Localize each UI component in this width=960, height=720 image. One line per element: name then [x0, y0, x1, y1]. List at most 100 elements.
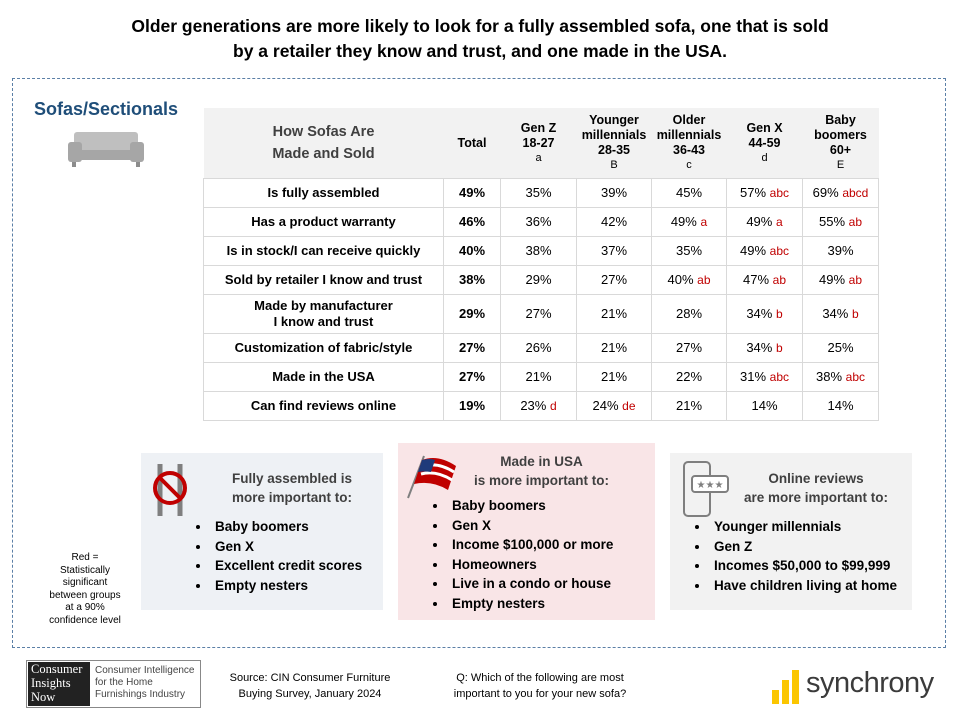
column-line: Total	[457, 135, 487, 150]
cell: 22%	[651, 362, 727, 392]
bullet-item: Gen Z	[710, 537, 912, 557]
cell-value: 34%	[746, 340, 773, 355]
column-line: Younger	[589, 113, 639, 127]
cell-value: 45%	[675, 185, 703, 200]
cell-value: 35%	[525, 185, 552, 200]
cell-value: 42%	[600, 214, 628, 229]
question: Q: Which of the following are most import…	[430, 670, 650, 702]
column-header: Baby boomers 60+ E	[802, 108, 879, 179]
bullet-item: Have children living at home	[710, 576, 912, 596]
text-line: Now	[31, 690, 56, 704]
legend-note: Red = Statistically significant between gro…	[40, 552, 130, 627]
label-line: Can find reviews online	[250, 398, 397, 413]
label-line: Sold by retailer I know and trust	[224, 272, 423, 287]
column-line: millennials	[656, 128, 722, 142]
data-table: How Sofas Are Made and Sold Total Gen Z 18-2…	[203, 108, 879, 421]
text-line: significant	[62, 577, 108, 588]
cell-value: 24%	[592, 398, 619, 413]
column-line: 36-43	[673, 143, 705, 157]
label-line: I know and trust	[273, 314, 374, 329]
callout-box: Online reviews are more important to: Youn…	[670, 453, 912, 610]
cell-value: 31%	[739, 369, 767, 384]
cell: 34% b	[802, 294, 879, 334]
cell: 27%	[651, 333, 727, 363]
cell: 40% ab	[651, 265, 727, 295]
cell-value: 23%	[520, 398, 547, 413]
cell-value: 14%	[827, 398, 854, 413]
section-title: Sofas/Sectionals	[34, 99, 179, 119]
title-line: is more important to:	[473, 473, 609, 488]
cell: 49%	[443, 178, 501, 208]
cell-value: 55%	[818, 214, 846, 229]
column-line: 60+	[829, 143, 852, 157]
svg-text:★★★: ★★★	[697, 480, 724, 491]
text-line: Buying Survey, January 2024	[238, 688, 382, 700]
bullet-item: Incomes $50,000 to $99,999	[710, 556, 912, 576]
cell-value: 14%	[751, 398, 778, 413]
text-line: Source: CIN Consumer Furniture	[229, 672, 391, 684]
cell: 49% ab	[802, 265, 879, 295]
sig-letters: abcd	[842, 186, 869, 200]
cell: 39%	[576, 178, 652, 208]
cell-value: 38%	[525, 243, 552, 258]
cell-value: 34%	[746, 306, 773, 321]
title-line: Made in USA	[500, 454, 583, 469]
row-label: Is fully assembled	[203, 178, 444, 208]
cell: 36%	[500, 207, 577, 237]
cell-value: 49%	[458, 185, 486, 200]
cell: 35%	[651, 236, 727, 266]
cell-value: 39%	[600, 185, 628, 200]
cell-value: 40%	[458, 243, 486, 258]
cell: 42%	[576, 207, 652, 237]
flag-icon	[407, 455, 456, 499]
text-line: confidence level	[49, 614, 121, 626]
cell-value: 27%	[458, 369, 486, 384]
bullet-item: Income $100,000 or more	[448, 535, 655, 555]
logo-tagline: Consumer Intelligence for the Home Furnish…	[95, 665, 200, 701]
cell-value: 21%	[600, 369, 628, 384]
cell: 24% de	[576, 391, 652, 421]
box-title: Made in USA is more important to:	[408, 452, 655, 490]
cell: 29%	[443, 294, 501, 334]
row-label: Sold by retailer I know and trust	[203, 265, 444, 295]
cell-value: 49%	[739, 243, 767, 258]
table-row: Sold by retailer I know and trust 38% 29% 2…	[203, 265, 879, 295]
cell: 21%	[576, 333, 652, 363]
cell: 47% ab	[726, 265, 803, 295]
cell: 14%	[802, 391, 879, 421]
title-line: are more important to:	[743, 490, 889, 505]
row-label: Is in stock/I can receive quickly	[203, 236, 444, 266]
frame	[12, 78, 946, 648]
brand-mark	[772, 670, 799, 704]
cell: 25%	[802, 333, 879, 363]
column-header: Younger millennials 28-35 B	[576, 108, 652, 179]
label-line: Has a product warranty	[251, 214, 396, 229]
logo: Consumer Insights Now	[28, 662, 90, 706]
cell: 35%	[500, 178, 577, 208]
tools-icon	[153, 464, 187, 516]
cell: 39%	[802, 236, 879, 266]
column-header: Gen X 44-59 d	[726, 108, 803, 179]
cell-value: 47%	[742, 272, 770, 287]
cell: 40%	[443, 236, 501, 266]
text-line: Red =	[71, 552, 99, 563]
cell-value: 34%	[822, 306, 849, 321]
table-row: Can find reviews online 19% 23% d 24% de 21%…	[203, 391, 879, 421]
bullet-list: Baby boomersGen XIncome $100,000 or more…	[408, 496, 655, 613]
sig-letters: b	[851, 307, 859, 321]
bullet-list: Baby boomersGen XExcellent credit scores…	[171, 517, 383, 595]
sofa-icon	[68, 132, 144, 167]
brand: synchrony	[806, 667, 934, 699]
sig-letters: de	[622, 399, 636, 413]
header-cell: How Sofas Are Made and Sold	[203, 108, 444, 179]
cell: 49% abc	[726, 236, 803, 266]
cell: 21%	[651, 391, 727, 421]
sig-letters: abc	[769, 244, 789, 258]
sig-letters: a	[700, 215, 708, 229]
box-title: Online reviews are more important to:	[670, 469, 912, 507]
text-line: Q: Which of the following are most	[456, 672, 624, 684]
bullet-item: Gen X	[211, 537, 383, 557]
cell-value: 69%	[812, 185, 839, 200]
cell: 38% abc	[802, 362, 879, 392]
bullet-item: Baby boomers	[448, 496, 655, 516]
